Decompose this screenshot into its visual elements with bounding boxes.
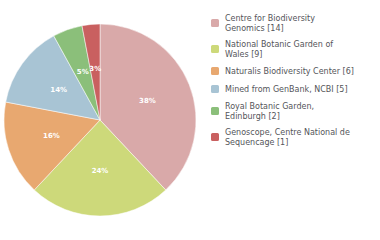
svg-text:Naturalis Biodiversity Center: Naturalis Biodiversity Center [6] bbox=[225, 67, 354, 76]
svg-text:Genoscope, Centre National de: Genoscope, Centre National de bbox=[225, 128, 350, 137]
svg-text:14%: 14% bbox=[50, 86, 67, 94]
svg-text:24%: 24% bbox=[92, 167, 109, 175]
svg-text:Sequencage [1]: Sequencage [1] bbox=[225, 138, 288, 147]
svg-text:3%: 3% bbox=[89, 65, 101, 73]
svg-text:Centre for Biodiversity: Centre for Biodiversity bbox=[225, 14, 315, 23]
svg-text:National Botanic Garden of: National Botanic Garden of bbox=[225, 40, 333, 49]
svg-text:5%: 5% bbox=[77, 68, 89, 76]
svg-text:16%: 16% bbox=[43, 132, 60, 140]
svg-text:38%: 38% bbox=[139, 97, 156, 105]
svg-text:Mined from GenBank, NCBI [5]: Mined from GenBank, NCBI [5] bbox=[225, 85, 348, 94]
svg-text:Wales [9]: Wales [9] bbox=[225, 50, 263, 59]
svg-text:Royal Botanic Garden,: Royal Botanic Garden, bbox=[225, 102, 314, 111]
svg-text:Genomics [14]: Genomics [14] bbox=[225, 24, 284, 33]
svg-text:Edinburgh [2]: Edinburgh [2] bbox=[225, 112, 280, 121]
